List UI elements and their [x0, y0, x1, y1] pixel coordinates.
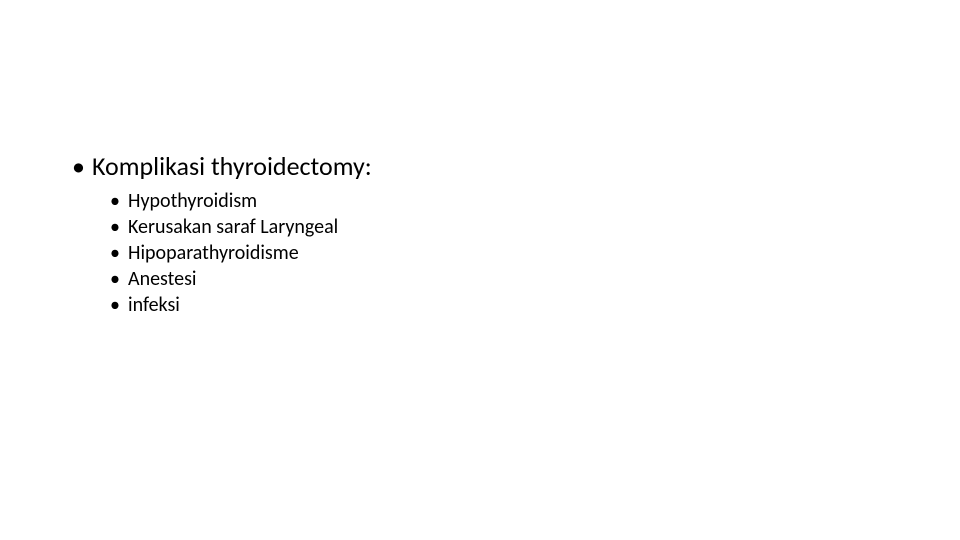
list-item-text: infeksi [128, 292, 180, 318]
list-item-text: Anestesi [128, 266, 196, 292]
heading-text: Komplikasi thyroidectomy: [92, 150, 372, 183]
list-item: • Hipoparathyroidisme [110, 240, 338, 266]
bullet-icon: • [110, 214, 128, 240]
bullet-icon: • [72, 150, 92, 183]
bullet-icon: • [110, 292, 128, 318]
list-item: • Kerusakan saraf Laryngeal [110, 214, 338, 240]
list-item: • Anestesi [110, 266, 338, 292]
list-item: • infeksi [110, 292, 338, 318]
heading-list: • Komplikasi thyroidectomy: [72, 150, 372, 183]
heading-item: • Komplikasi thyroidectomy: [72, 150, 372, 183]
bullet-icon: • [110, 266, 128, 292]
list-item-text: Kerusakan saraf Laryngeal [128, 214, 338, 240]
bullet-icon: • [110, 240, 128, 266]
sub-list: • Hypothyroidism • Kerusakan saraf Laryn… [110, 188, 338, 318]
list-item: • Hypothyroidism [110, 188, 338, 214]
slide: • Komplikasi thyroidectomy: • Hypothyroi… [0, 0, 960, 540]
list-item-text: Hypothyroidism [128, 188, 257, 214]
bullet-icon: • [110, 188, 128, 214]
list-item-text: Hipoparathyroidisme [128, 240, 299, 266]
